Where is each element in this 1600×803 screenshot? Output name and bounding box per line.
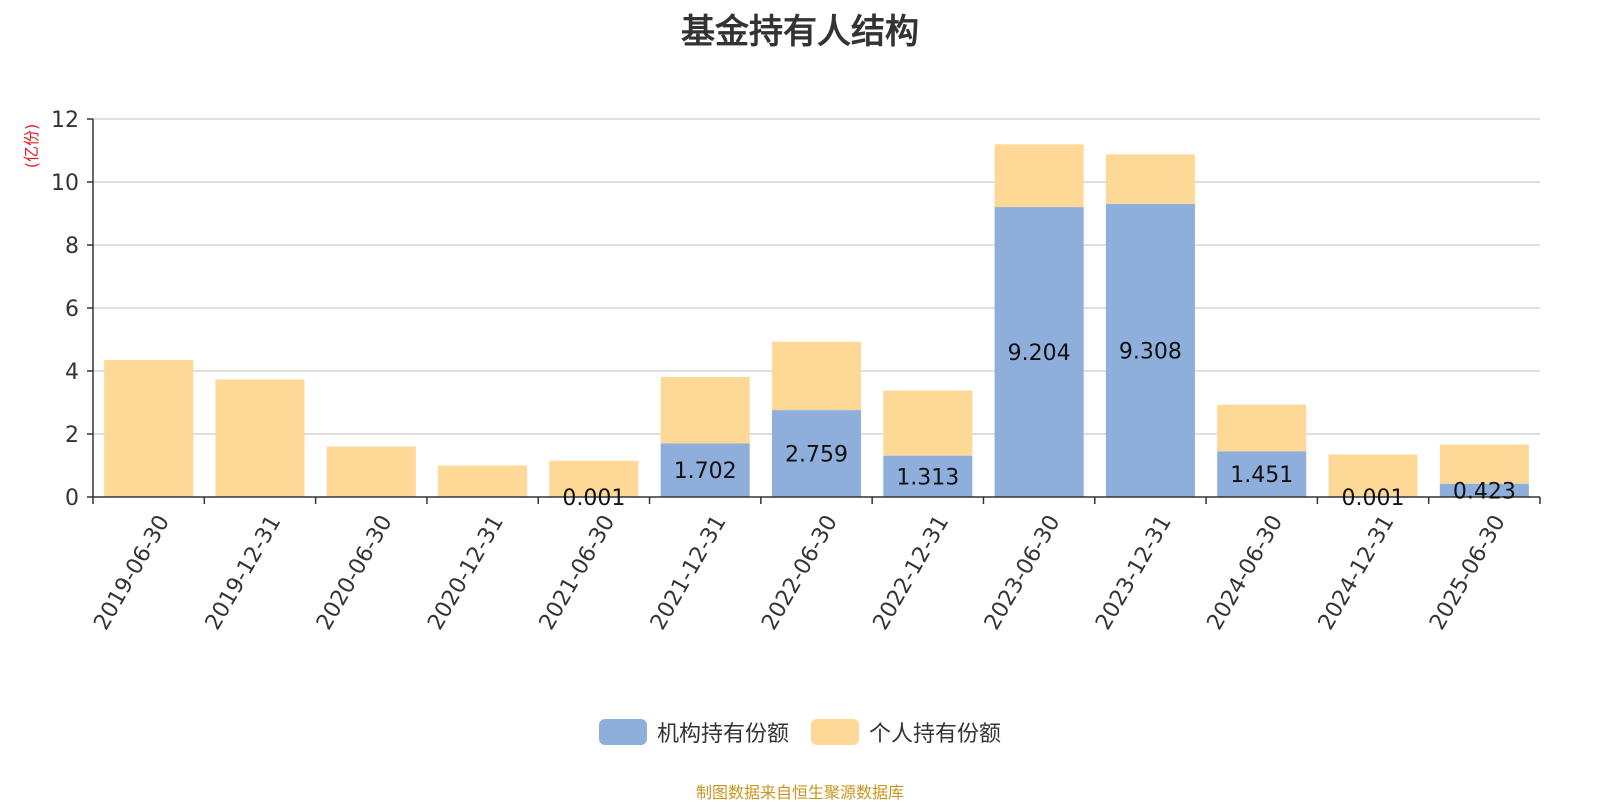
x-tick-label: 2022-06-30 [757, 511, 843, 634]
bar-individual [104, 360, 193, 497]
y-tick-label: 4 [65, 360, 79, 385]
footer-credit: 制图数据来自恒生聚源数据库 [0, 779, 1600, 803]
legend: 机构持有份额 个人持有份额 [0, 716, 1600, 748]
x-tick-label: 2023-06-30 [980, 511, 1066, 634]
bar-individual [772, 342, 861, 410]
y-tick-label: 8 [65, 234, 79, 259]
legend-swatch-institution [599, 719, 647, 745]
data-label-institution: 1.451 [1230, 463, 1293, 488]
x-tick-label: 2019-06-30 [89, 511, 175, 634]
x-tick-label: 2021-12-31 [646, 511, 732, 634]
x-tick-label: 2020-06-30 [312, 511, 398, 634]
data-label-institution: 1.313 [896, 465, 959, 490]
x-tick-label: 2020-12-31 [423, 511, 509, 634]
bar-individual [661, 377, 750, 443]
data-label-institution: 0.001 [562, 486, 625, 511]
data-label-institution: 2.759 [785, 443, 848, 468]
legend-label-individual: 个人持有份额 [869, 716, 1001, 748]
data-label-institution: 9.204 [1008, 341, 1071, 366]
data-label-institution: 0.001 [1342, 486, 1405, 511]
x-tick-label: 2021-06-30 [535, 511, 621, 634]
y-tick-label: 0 [65, 486, 79, 511]
bar-individual [883, 390, 972, 455]
x-tick-label: 2024-12-31 [1314, 511, 1400, 634]
y-tick-label: 6 [65, 297, 79, 322]
x-tick-label: 2022-12-31 [869, 511, 955, 634]
data-label-institution: 9.308 [1119, 339, 1182, 364]
bar-individual [1217, 405, 1306, 452]
legend-item-individual[interactable]: 个人持有份额 [811, 716, 1001, 748]
y-tick-label: 10 [51, 171, 79, 196]
data-label-institution: 0.423 [1453, 479, 1516, 504]
y-axis-unit-label: (亿份) [22, 124, 41, 169]
legend-label-institution: 机构持有份额 [657, 716, 789, 748]
y-tick-label: 2 [65, 423, 79, 448]
bar-individual [215, 380, 304, 497]
legend-item-institution[interactable]: 机构持有份额 [599, 716, 789, 748]
x-tick-label: 2023-12-31 [1091, 511, 1177, 634]
legend-swatch-individual [811, 719, 859, 745]
x-tick-label: 2025-06-30 [1425, 511, 1511, 634]
y-tick-label: 12 [51, 108, 79, 133]
bar-individual [438, 466, 527, 498]
x-tick-label: 2024-06-30 [1203, 511, 1289, 634]
x-tick-label: 2019-12-31 [201, 511, 287, 634]
bar-individual [1106, 154, 1195, 203]
bar-individual [995, 144, 1084, 207]
bar-individual [327, 447, 416, 497]
data-label-institution: 1.702 [674, 459, 737, 484]
bar-individual [1440, 445, 1529, 484]
